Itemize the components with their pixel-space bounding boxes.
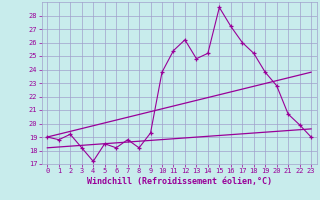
X-axis label: Windchill (Refroidissement éolien,°C): Windchill (Refroidissement éolien,°C)	[87, 177, 272, 186]
